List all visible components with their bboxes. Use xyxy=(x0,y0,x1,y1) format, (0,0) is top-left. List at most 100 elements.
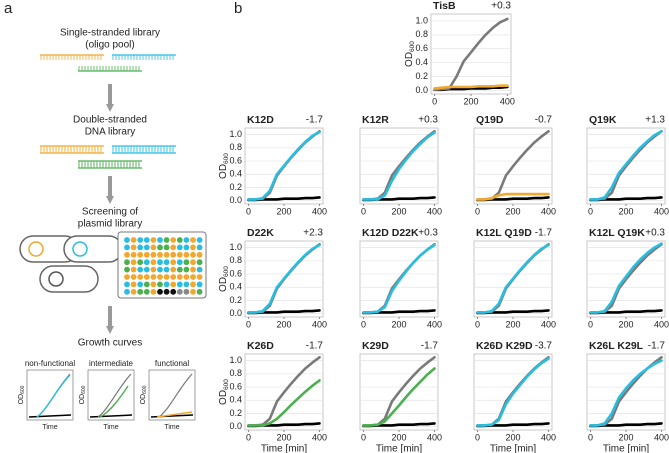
chart: 0.0 0.2 0.4 0.6 0.8 1.0 0 200 400 D22K +2.3 OD600 xyxy=(218,227,327,330)
well xyxy=(130,274,137,280)
curve xyxy=(589,242,663,314)
y-tick-label: 1.0 xyxy=(229,129,242,139)
x-tick-label: 200 xyxy=(276,432,291,442)
x-tick-label: 400 xyxy=(654,206,669,216)
chart-title: Q19D xyxy=(476,114,504,126)
y-tick-label: 1.0 xyxy=(229,355,242,365)
well xyxy=(150,266,157,273)
chart: 0 200 400 Q19D -0.7 xyxy=(473,114,556,216)
x-tick-label: 400 xyxy=(654,432,669,442)
well xyxy=(176,237,183,243)
well xyxy=(143,251,150,258)
panel-label: b xyxy=(234,0,242,17)
mini-curve xyxy=(156,411,193,418)
ylabel-main: OD xyxy=(404,52,415,67)
well xyxy=(157,274,163,280)
ylabel-main: OD xyxy=(218,164,229,179)
curve xyxy=(362,131,436,201)
x-tick-label: 400 xyxy=(500,96,515,106)
well xyxy=(143,288,150,295)
mini-curve xyxy=(28,414,72,418)
well xyxy=(124,281,130,288)
well xyxy=(137,251,144,258)
x-tick-label: 0 xyxy=(246,432,251,442)
y-axis-label: OD600 xyxy=(218,266,230,292)
y-tick-label: 0.2 xyxy=(229,182,242,192)
chart: 0 200 400 K26D K29D -3.7 Time [min] xyxy=(473,340,556,453)
chart-title: TisB xyxy=(433,0,456,12)
well xyxy=(190,237,196,243)
x-tick-label: 200 xyxy=(276,206,291,216)
ylabel-sub: 600 xyxy=(223,379,230,390)
strands xyxy=(40,54,176,169)
well xyxy=(176,288,183,295)
well xyxy=(170,266,177,273)
x-tick-label: 0 xyxy=(588,206,593,216)
y-tick-label: 0.0 xyxy=(415,85,428,95)
well xyxy=(143,244,150,251)
well xyxy=(176,274,183,280)
x-axis-label: Time [min] xyxy=(490,444,537,453)
chart-title: K12R xyxy=(362,114,389,126)
ylabel-sub: 600 xyxy=(20,385,26,394)
x-tick-label: 0 xyxy=(246,319,251,329)
well xyxy=(163,259,170,266)
curve xyxy=(476,192,550,201)
well xyxy=(150,251,157,258)
plasmid xyxy=(72,241,88,257)
y-tick-label: 1.0 xyxy=(415,15,428,25)
well xyxy=(130,288,137,295)
well xyxy=(143,259,150,266)
ylabel-main: OD xyxy=(79,394,86,405)
well xyxy=(190,266,196,273)
well xyxy=(163,244,170,251)
well xyxy=(137,288,144,295)
chart-title: K26L K29L xyxy=(589,340,644,352)
chart-title: K26D xyxy=(247,340,274,352)
well xyxy=(190,244,196,251)
x-tick-label: 200 xyxy=(463,96,478,106)
score: +0.3 xyxy=(491,1,511,12)
well xyxy=(157,237,163,243)
mini-ylabel: OD600 xyxy=(140,385,148,404)
y-tick-label: 0.4 xyxy=(229,169,242,179)
curve xyxy=(247,243,321,314)
well xyxy=(150,259,157,266)
well xyxy=(176,259,183,266)
x-tick-label: 200 xyxy=(505,206,520,216)
well xyxy=(196,274,203,280)
y-tick-label: 0.0 xyxy=(229,308,242,318)
x-tick-label: 200 xyxy=(618,432,633,442)
chart: 0 200 400 K12L Q19K +0.3 xyxy=(586,227,669,329)
x-tick-label: 0 xyxy=(361,432,366,442)
x-tick-label: 200 xyxy=(618,319,633,329)
well xyxy=(150,237,157,243)
x-tick-label: 400 xyxy=(427,432,442,442)
x-tick-label: 0 xyxy=(588,319,593,329)
well xyxy=(137,274,144,280)
score: -1.7 xyxy=(535,228,553,239)
well xyxy=(170,244,177,251)
mini-title: non-functional xyxy=(25,359,75,368)
well xyxy=(190,251,196,258)
x-tick-label: 0 xyxy=(475,206,480,216)
well xyxy=(190,259,196,266)
ylabel-sub: 600 xyxy=(142,385,148,394)
well xyxy=(163,288,170,295)
y-tick-label: 0.8 xyxy=(415,29,428,39)
x-tick-label: 400 xyxy=(312,319,327,329)
well xyxy=(137,244,144,251)
well xyxy=(190,281,196,288)
well xyxy=(183,259,190,266)
x-tick-label: 0 xyxy=(588,432,593,442)
plasmid xyxy=(28,241,44,257)
well xyxy=(196,251,203,258)
well xyxy=(196,244,203,251)
chart: 0 200 400 K12R +0.3 xyxy=(359,114,442,216)
well xyxy=(196,259,203,266)
x-tick-label: 0 xyxy=(432,96,437,106)
well xyxy=(124,251,130,258)
score: +0.3 xyxy=(645,228,665,239)
well xyxy=(183,266,190,273)
